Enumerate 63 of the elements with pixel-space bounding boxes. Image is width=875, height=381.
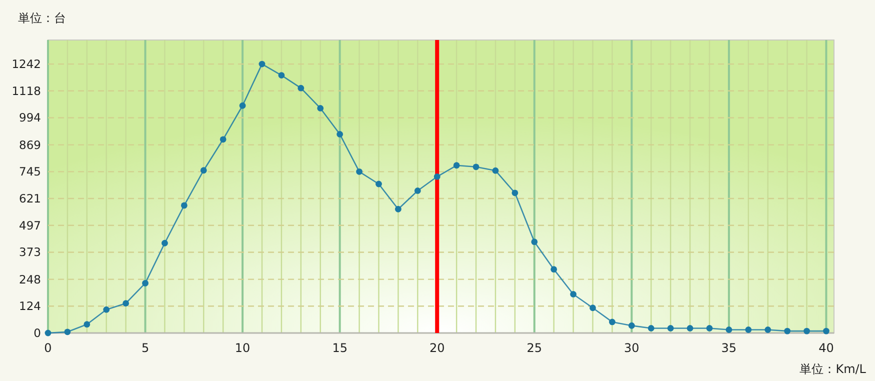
point <box>472 164 480 170</box>
point <box>745 326 752 333</box>
y-tick-label: 745 <box>19 164 41 179</box>
point <box>239 102 246 109</box>
y-tick-label: 248 <box>19 272 41 286</box>
x-tick-label: 20 <box>429 341 445 355</box>
y-tick-label: 1242 <box>12 57 41 72</box>
point <box>220 136 226 143</box>
point <box>258 60 266 68</box>
point <box>764 326 772 333</box>
point <box>317 105 324 112</box>
x-tick-label: 30 <box>624 341 640 355</box>
point <box>648 325 654 332</box>
point <box>395 206 402 212</box>
point <box>628 322 635 329</box>
y-tick-label: 621 <box>19 192 41 206</box>
point <box>336 131 344 138</box>
point <box>142 280 148 286</box>
point <box>453 162 460 169</box>
point <box>122 300 130 307</box>
point <box>492 167 499 174</box>
point <box>200 167 207 174</box>
point <box>784 328 791 334</box>
y-tick-label: 1118 <box>12 84 41 98</box>
point <box>376 180 382 188</box>
x-tick-label: 25 <box>526 341 542 355</box>
point <box>609 318 616 326</box>
point <box>590 304 596 312</box>
x-tick-label: 5 <box>141 341 150 355</box>
x-tick-label: 10 <box>234 341 250 355</box>
y-tick-label: 373 <box>19 245 41 260</box>
point <box>180 202 188 209</box>
point <box>823 328 830 334</box>
point <box>278 72 285 78</box>
x-tick-label: 35 <box>721 341 737 355</box>
point <box>804 328 810 334</box>
point <box>44 330 52 336</box>
point <box>356 168 362 175</box>
y-tick-label: 994 <box>19 110 41 125</box>
point <box>84 321 90 328</box>
point <box>531 238 538 246</box>
point <box>570 291 576 298</box>
point <box>434 173 440 180</box>
x-tick-label: 0 <box>44 341 52 355</box>
point <box>103 306 110 313</box>
point <box>64 328 71 336</box>
point <box>512 190 518 196</box>
point <box>706 325 713 332</box>
point <box>414 188 421 194</box>
point <box>686 325 694 332</box>
point <box>726 326 732 333</box>
y-tick-label: 124 <box>19 299 41 314</box>
y-tick-label: 869 <box>19 138 41 152</box>
y-tick-label: 497 <box>19 218 41 232</box>
y-axis-title: 単位：台 <box>18 11 66 25</box>
x-tick-label: 40 <box>818 341 834 355</box>
y-tick-label: 0 <box>34 326 41 340</box>
x-axis-title: 単位：Km/L <box>800 362 866 376</box>
point <box>298 84 304 92</box>
x-tick-label: 15 <box>332 341 348 355</box>
point <box>162 240 168 246</box>
point <box>667 325 674 332</box>
point <box>550 266 558 273</box>
